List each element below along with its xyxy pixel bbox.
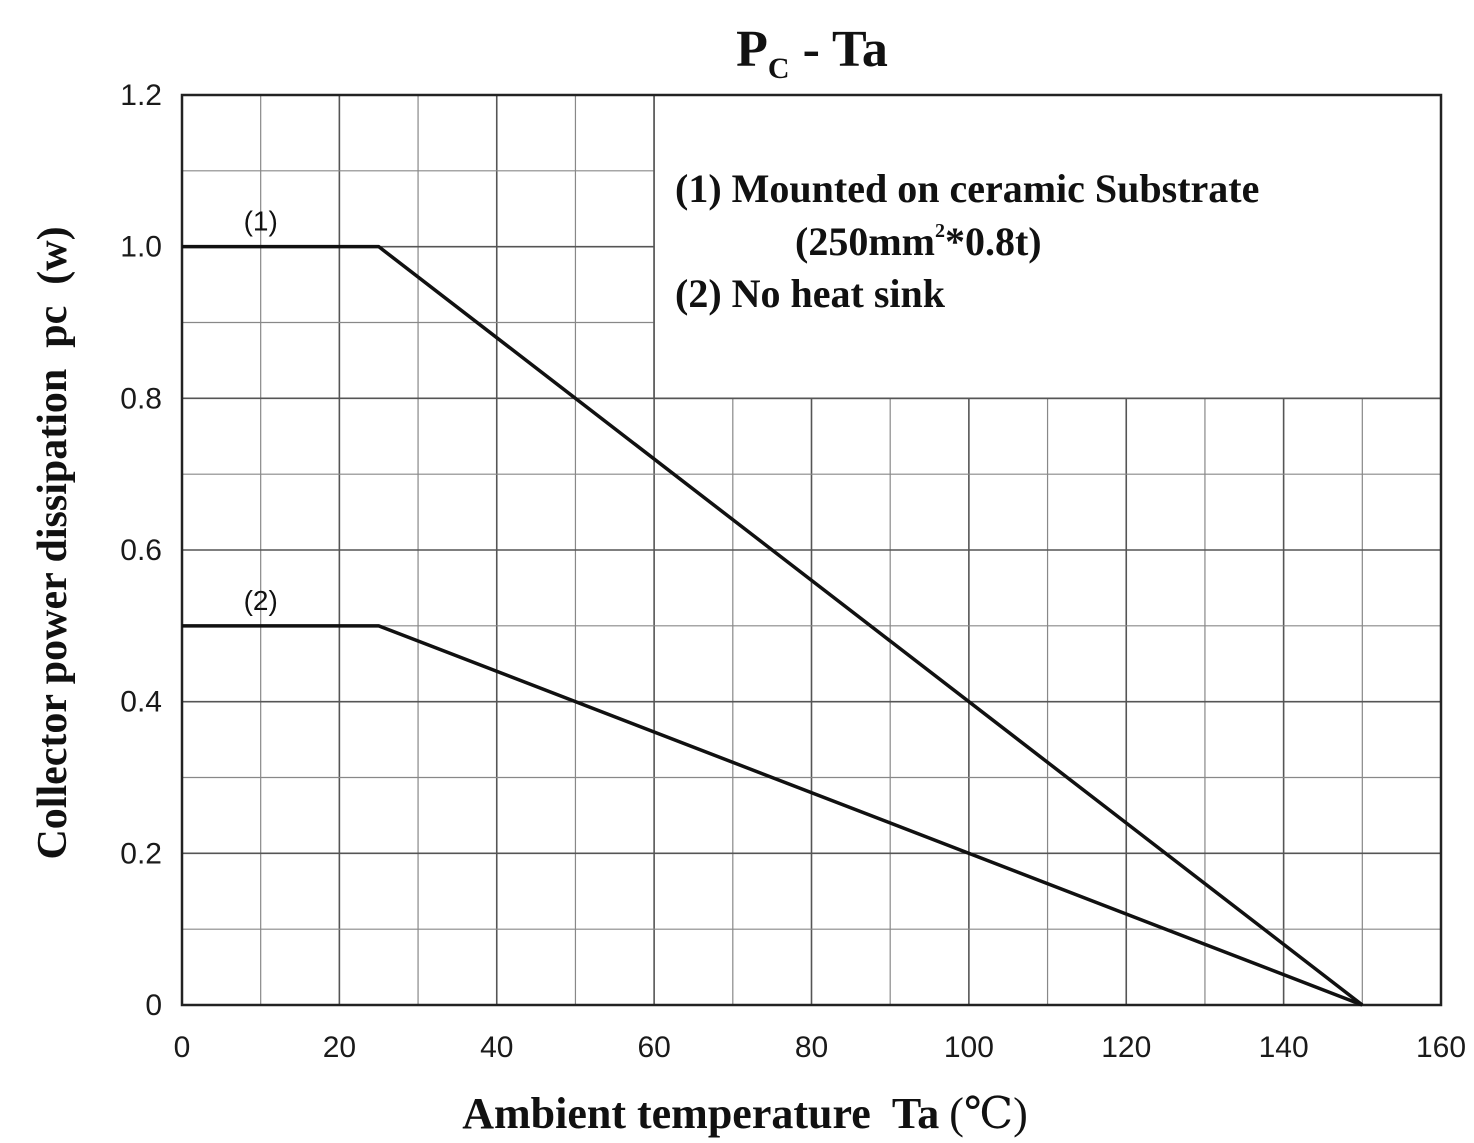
series-label-2: (2) bbox=[244, 585, 278, 616]
x-axis-label-text: Ambient temperature Ta bbox=[462, 1089, 939, 1138]
chart-title-main: P bbox=[736, 21, 768, 78]
x-axis-label: Ambient temperature Ta (℃) bbox=[462, 1089, 1028, 1138]
y-tick-label: 1.2 bbox=[120, 79, 162, 112]
x-tick-label: 160 bbox=[1416, 1031, 1466, 1064]
tick-labels: 0 20 40 60 80 100 120 140 160 0 0.2 0.4 0.6 0.8 1.0 1.2 bbox=[120, 79, 1466, 1064]
plot-frame bbox=[180, 93, 1443, 1007]
y-tick-label: 0.8 bbox=[120, 382, 162, 415]
x-tick-label: 120 bbox=[1101, 1031, 1151, 1064]
y-axis-label: Collector power dissipation pc (w) bbox=[30, 226, 76, 859]
y-tick-label: 0 bbox=[145, 989, 162, 1022]
y-tick-label: 1.0 bbox=[120, 231, 162, 264]
legend-box bbox=[654, 96, 1440, 399]
legend-line-1: (1) Mounted on ceramic Substrate bbox=[675, 166, 1259, 211]
chart-title: PC - Ta bbox=[736, 21, 888, 85]
series-line-2 bbox=[182, 624, 1363, 1007]
x-tick-label: 20 bbox=[323, 1031, 356, 1064]
legend-line-3: (2) No heat sink bbox=[675, 271, 946, 316]
legend-line-2-post: *0.8t) bbox=[945, 219, 1042, 264]
y-tick-label: 0.4 bbox=[120, 686, 162, 719]
chart-title-sub: C bbox=[768, 52, 790, 85]
y-tick-label: 0.6 bbox=[120, 534, 162, 567]
x-tick-label: 40 bbox=[480, 1031, 513, 1064]
series-label-1: (1) bbox=[244, 206, 278, 237]
x-tick-label: 60 bbox=[637, 1031, 670, 1064]
x-axis-unit: (℃) bbox=[949, 1089, 1028, 1138]
chart-title-rest: - Ta bbox=[790, 21, 888, 78]
x-tick-label: 140 bbox=[1259, 1031, 1309, 1064]
legend-line-2-sup: 2 bbox=[935, 220, 945, 242]
x-tick-label: 0 bbox=[174, 1031, 191, 1064]
y-tick-label: 0.2 bbox=[120, 837, 162, 870]
legend-line-2-pre: (250mm bbox=[795, 219, 935, 264]
x-tick-label: 100 bbox=[944, 1031, 994, 1064]
series-layer: (1) (2) bbox=[181, 206, 1364, 1007]
legend-line-2: (250mm2*0.8t) bbox=[795, 219, 1042, 264]
x-tick-label: 80 bbox=[795, 1031, 828, 1064]
